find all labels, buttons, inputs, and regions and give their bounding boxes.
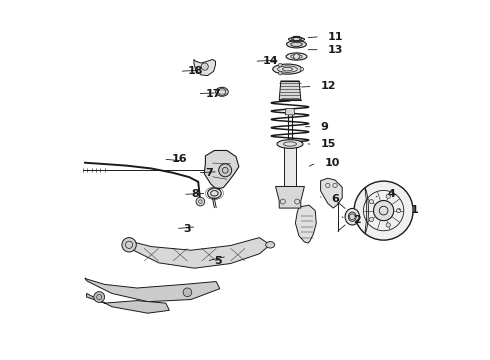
Text: 5: 5 [215,256,222,266]
Text: 3: 3 [184,224,192,234]
Ellipse shape [348,212,356,221]
Circle shape [369,217,373,222]
Ellipse shape [345,208,360,225]
Circle shape [373,201,393,221]
Text: 2: 2 [353,215,361,225]
Polygon shape [87,293,170,313]
Circle shape [201,63,208,70]
Polygon shape [320,178,342,208]
Circle shape [122,238,136,252]
Polygon shape [204,150,239,189]
Text: 17: 17 [205,89,221,99]
Polygon shape [295,205,316,243]
Circle shape [369,199,373,204]
Circle shape [278,63,282,67]
Circle shape [386,223,391,227]
Polygon shape [85,278,220,302]
Text: 4: 4 [387,189,395,199]
Ellipse shape [273,64,302,74]
Ellipse shape [287,41,306,48]
Circle shape [219,164,232,177]
Ellipse shape [286,53,307,60]
Ellipse shape [208,188,221,199]
Circle shape [386,194,391,198]
Ellipse shape [289,37,305,41]
Polygon shape [122,238,270,268]
Polygon shape [365,188,368,233]
Text: 8: 8 [191,189,199,199]
Text: 13: 13 [328,45,343,55]
Polygon shape [275,186,304,208]
Text: 18: 18 [187,66,203,76]
Text: 14: 14 [262,56,278,66]
Text: 7: 7 [205,168,213,178]
Text: 15: 15 [320,139,336,149]
Ellipse shape [277,140,303,148]
Text: 6: 6 [331,194,339,204]
Ellipse shape [291,42,302,46]
Text: 16: 16 [171,154,187,164]
Text: 10: 10 [324,158,340,168]
Circle shape [294,54,299,59]
Polygon shape [284,146,296,186]
Circle shape [396,208,401,213]
Ellipse shape [266,242,275,248]
Text: 9: 9 [320,122,328,132]
Polygon shape [285,108,294,115]
Circle shape [196,197,205,206]
Circle shape [94,292,104,302]
Ellipse shape [216,87,228,96]
Circle shape [183,288,192,297]
Text: 1: 1 [411,204,418,215]
Polygon shape [194,59,216,76]
Polygon shape [279,81,301,100]
Circle shape [300,67,304,71]
Circle shape [354,181,413,240]
Text: 12: 12 [320,81,336,91]
Text: 11: 11 [328,32,343,42]
Circle shape [278,71,282,75]
